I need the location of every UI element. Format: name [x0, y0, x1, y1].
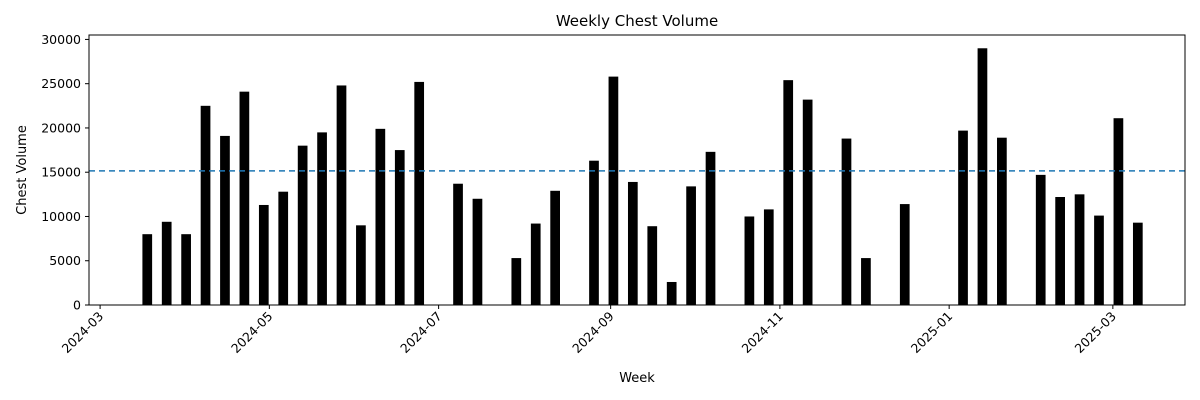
bar-2024-11-04 — [783, 80, 794, 306]
bar-2024-09-16 — [647, 226, 658, 305]
y-tick-label: 15000 — [41, 165, 81, 180]
bar-2025-02-10 — [1055, 197, 1065, 305]
bar-2024-09-02 — [608, 76, 619, 305]
bar-2024-12-02 — [861, 258, 871, 305]
x-tick-label: 2025-01 — [908, 309, 956, 357]
bar-2025-02-24 — [1094, 215, 1104, 305]
x-axis-label: Week — [619, 371, 655, 386]
bar-2024-03-25 — [161, 221, 172, 305]
bar-2024-07-15 — [472, 198, 483, 305]
bar-2024-08-12 — [550, 190, 560, 305]
bar-2025-03-10 — [1132, 222, 1143, 305]
y-tick-label: 10000 — [41, 209, 81, 224]
bar-2024-08-05 — [530, 223, 541, 305]
bar-2024-03-18 — [142, 234, 153, 305]
bar-2025-01-20 — [997, 137, 1007, 305]
x-tick-label: 2024-05 — [228, 309, 276, 357]
bar-2024-06-10 — [375, 128, 386, 305]
y-tick-label: 20000 — [41, 120, 81, 135]
plot-frame — [88, 34, 1186, 306]
bar-2024-11-25 — [841, 138, 852, 305]
x-tick-label: 2024-11 — [738, 309, 786, 357]
bar-2024-07-08 — [453, 183, 463, 305]
bar-2024-06-03 — [356, 225, 366, 305]
bar-2024-06-24 — [414, 81, 425, 305]
y-tick-label: 5000 — [49, 253, 81, 268]
y-axis-label: Chest Volume — [15, 125, 30, 215]
bar-2025-01-06 — [958, 130, 968, 305]
x-tick-label: 2024-07 — [397, 309, 445, 357]
bar-2024-06-17 — [394, 150, 405, 305]
y-tick-label: 30000 — [41, 32, 81, 47]
x-tick-label: 2024-09 — [569, 308, 617, 356]
bar-2025-03-03 — [1113, 118, 1124, 306]
x-axis: 2024-03 2024-05 2024-07 2024-09 2024-11 2025-… — [59, 305, 1119, 356]
bar-2024-11-11 — [802, 99, 813, 306]
bar-2025-02-03 — [1035, 174, 1046, 305]
chart-title: Weekly Chest Volume — [556, 12, 718, 30]
bar-2024-04-08 — [200, 105, 211, 305]
bar-2024-10-21 — [744, 216, 755, 305]
bar-2024-08-26 — [589, 160, 599, 305]
x-tick-label: 2025-03 — [1071, 309, 1119, 357]
bar-2024-04-15 — [220, 135, 230, 305]
bar-2024-05-27 — [336, 85, 347, 306]
bar-2024-09-30 — [686, 186, 696, 305]
bar-2024-05-20 — [317, 132, 327, 305]
bar-2024-04-01 — [181, 234, 191, 305]
y-tick-label: 0 — [73, 298, 81, 313]
bar-2024-09-09 — [627, 181, 638, 305]
bar-2024-10-28 — [763, 209, 774, 305]
bar-2024-07-29 — [511, 258, 522, 305]
bar-2025-01-13 — [977, 48, 988, 305]
bar-2024-04-29 — [258, 204, 269, 305]
y-tick-label: 25000 — [41, 76, 81, 91]
y-axis: 0 5000 10000 15000 20000 25000 30000 — [41, 32, 89, 313]
bar-2025-02-17 — [1074, 194, 1085, 305]
bar-2024-09-23 — [666, 281, 677, 305]
bar-2024-10-07 — [705, 151, 716, 305]
bars — [142, 48, 1143, 306]
bar-2024-05-13 — [297, 145, 308, 305]
bar-2024-04-22 — [239, 91, 250, 305]
x-tick-label: 2024-03 — [59, 309, 107, 357]
bar-2024-12-16 — [899, 204, 910, 305]
bar-2024-05-06 — [278, 191, 289, 305]
